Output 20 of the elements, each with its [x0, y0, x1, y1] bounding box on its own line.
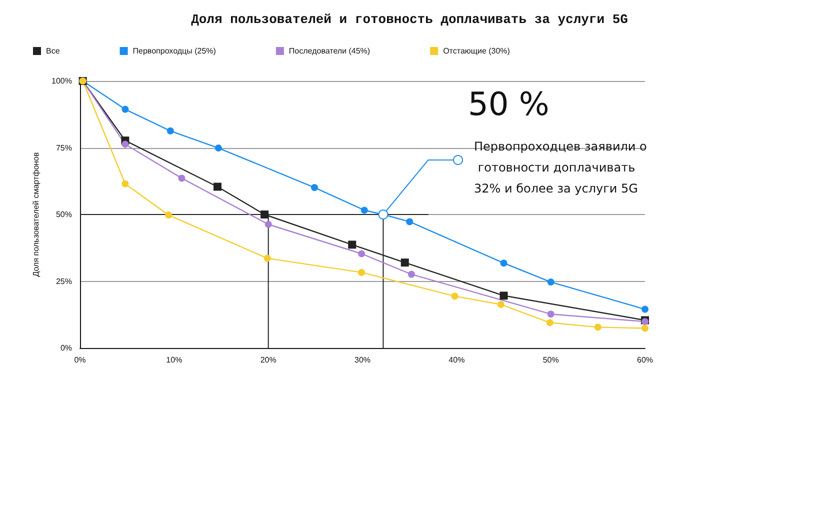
- x-tick-label: 50%: [542, 356, 559, 364]
- x-tick-label: 30%: [354, 356, 371, 364]
- annotation: Первопроходцев заявили о готовности доплачивать 32% и более за услуги 5G: [474, 140, 647, 196]
- x-tick-label: 20%: [260, 356, 276, 364]
- y-tick-label: 50%: [56, 210, 72, 219]
- y-tick-label: 25%: [56, 276, 72, 286]
- legend-label: Все: [46, 46, 60, 56]
- y-axis-title: Доля пользователей смартфонов: [32, 152, 40, 277]
- chart-title: Доля пользователей и готовность доплачивать за услуги 5G: [191, 12, 628, 27]
- legend-label: Первопроходцы (25%): [132, 46, 216, 56]
- x-tick-label: 10%: [166, 356, 182, 364]
- y-tick-label: 100%: [52, 76, 72, 86]
- y-tick-label: 75%: [56, 143, 72, 152]
- x-tick-label: 60%: [636, 356, 654, 364]
- legend-label: Отстающие (30%): [443, 46, 510, 56]
- x-tick-label: 0%: [74, 356, 86, 364]
- x-tick-label: 40%: [448, 356, 465, 364]
- legend-label: Последователи (45%): [288, 46, 370, 56]
- y-tick-label: 0%: [60, 344, 72, 352]
- annotation: 50 %: [468, 85, 550, 123]
